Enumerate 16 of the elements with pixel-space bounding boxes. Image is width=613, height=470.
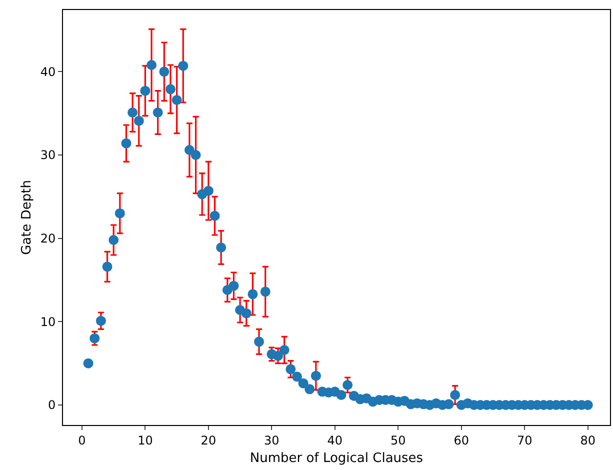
x-tick-label: 0: [78, 433, 86, 448]
x-tick-label: 10: [138, 433, 153, 448]
x-tick-label: 60: [454, 433, 470, 448]
y-axis-title: Gate Depth: [19, 180, 34, 255]
x-axis-title: Number of Logical Clauses: [250, 451, 424, 466]
y-tick-label: 20: [40, 232, 56, 246]
x-tick-label: 70: [516, 433, 532, 448]
y-tick-label: 30: [40, 148, 56, 162]
x-tick-label: 50: [390, 433, 406, 448]
x-tick-label: 30: [264, 433, 280, 448]
y-tick-label: 0: [48, 398, 56, 412]
x-tick-label: 40: [327, 433, 343, 448]
x-tick-label: 80: [580, 433, 596, 448]
y-tick-label: 10: [40, 314, 56, 329]
x-tick-label: 20: [200, 433, 216, 448]
y-tick-label: 40: [40, 64, 56, 79]
